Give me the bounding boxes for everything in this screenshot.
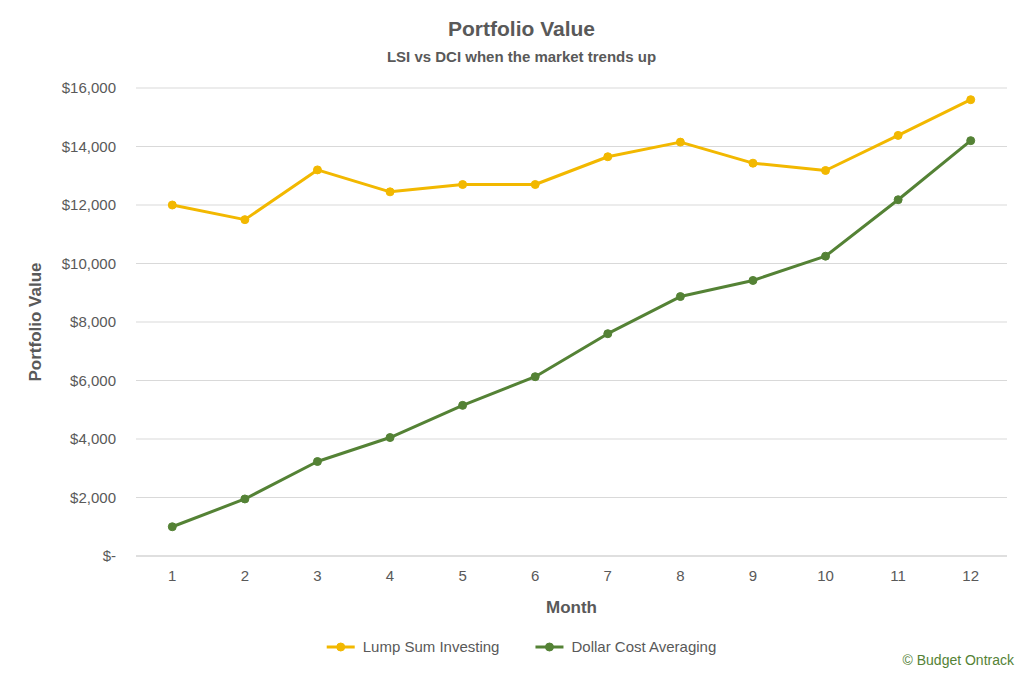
marker [241,495,249,503]
x-axis-line [136,556,1007,557]
grid-line [136,380,1007,381]
marker [168,201,176,209]
chart: Portfolio Value LSI vs DCI when the marke… [0,0,1024,680]
x-tick-label: 9 [749,567,757,584]
marker [386,188,394,196]
legend-item: Lump Sum Investing [327,638,500,655]
marker [749,276,757,284]
annotation: © Budget Ontrack [903,652,1015,668]
marker [313,166,321,174]
y-tick-label: $14,000 [62,138,116,155]
x-tick-label: 4 [386,567,394,584]
grid-line [136,439,1007,440]
y-tick-label: $10,000 [62,255,116,272]
marker [531,373,539,381]
marker [749,159,757,167]
marker [822,252,830,260]
marker [168,523,176,531]
title: Portfolio Value [448,17,595,40]
grid-line [136,88,1007,89]
x-tick-label: 6 [531,567,539,584]
x-tick-label: 3 [313,567,321,584]
plot-area [168,96,974,531]
grid-line [136,263,1007,264]
marker [459,401,467,409]
legend-label: Dollar Cost Averaging [571,638,716,655]
legend-item: Dollar Cost Averaging [535,638,716,655]
legend-marker [545,643,553,651]
y-tick-label: $16,000 [62,79,116,96]
y-tick-label: $2,000 [70,489,116,506]
y-tick-label: $4,000 [70,430,116,447]
y-tick-label: $8,000 [70,313,116,330]
marker [386,434,394,442]
grid-line [136,497,1007,498]
x-tick-label: 7 [604,567,612,584]
x-tick-label: 8 [676,567,684,584]
y-axis-label: Portfolio Value [26,262,45,381]
marker [967,96,975,104]
grid-line [136,322,1007,323]
x-tick-label: 10 [817,567,834,584]
marker [531,181,539,189]
y-tick-label: $12,000 [62,196,116,213]
marker [313,458,321,466]
marker [604,330,612,338]
background [0,0,1024,680]
x-tick-label: 12 [962,567,979,584]
marker [676,138,684,146]
subtitle: LSI vs DCI when the market trends up [387,48,656,65]
marker [604,153,612,161]
x-tick-label: 5 [458,567,466,584]
marker [894,131,902,139]
series-line [172,100,970,220]
x-tick-label: 11 [890,567,906,584]
marker [241,216,249,224]
x-axis-label: Month [546,598,597,617]
marker [822,166,830,174]
marker [459,181,467,189]
x-tick-label: 2 [241,567,249,584]
marker [967,137,975,145]
marker [676,293,684,301]
y-tick-label: $6,000 [70,372,116,389]
series-line [172,141,970,527]
legend-marker [337,643,345,651]
legend-label: Lump Sum Investing [363,638,500,655]
x-tick-label: 1 [168,567,176,584]
legend: Lump Sum Investing Dollar Cost Averaging [327,638,717,655]
marker [894,196,902,204]
y-tick-label: $- [103,547,116,564]
